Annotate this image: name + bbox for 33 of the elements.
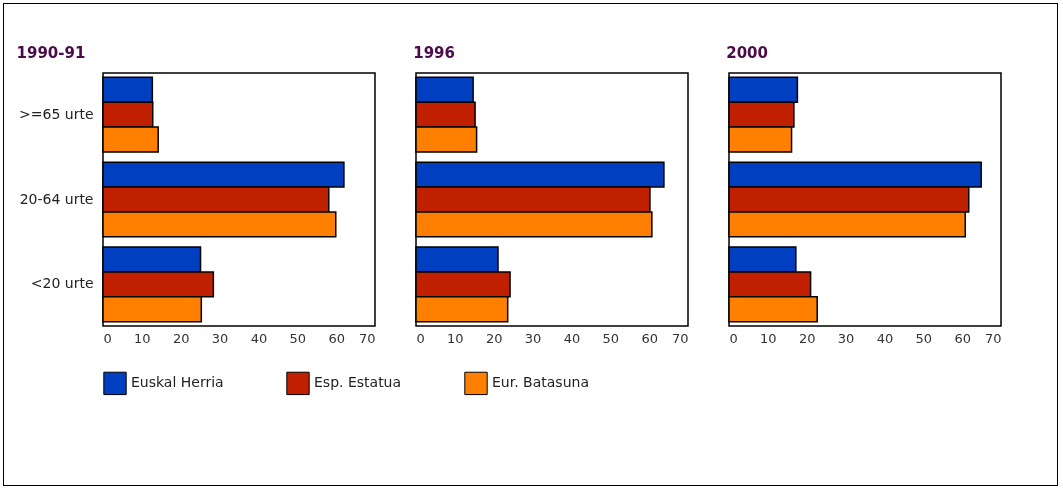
x-tick-label: 30: [524, 330, 542, 346]
x-tick-label: 10: [760, 330, 777, 346]
x-tick-label: 30: [211, 330, 229, 346]
x-tick-label: 10: [134, 330, 151, 346]
x-tick-label: 50: [602, 330, 620, 346]
x-tick-label: 50: [289, 330, 307, 346]
x-tick-label: 20: [798, 330, 816, 346]
legend-label: Esp. Estatua: [314, 374, 402, 391]
x-tick-label: 60: [641, 330, 658, 346]
chart-title: 1996: [413, 44, 455, 62]
x-tick-label: 70: [984, 330, 1002, 346]
x-tick-label: 40: [876, 330, 894, 346]
y-tick-label: >=65 urte: [19, 105, 94, 122]
x-tick-label: 60: [328, 330, 345, 346]
x-tick-label: 0: [103, 330, 112, 346]
x-tick-label: 60: [954, 330, 971, 346]
x-tick-label: 20: [485, 330, 503, 346]
x-tick-label: 20: [172, 330, 190, 346]
x-tick-label: 30: [837, 330, 855, 346]
x-tick-label: 10: [447, 330, 464, 346]
chart-title: 1990-91: [16, 44, 86, 62]
y-tick-label: <20 urte: [30, 275, 94, 292]
x-tick-label: 70: [671, 330, 689, 346]
chart-title: 2000: [726, 44, 768, 62]
x-tick-label: 0: [416, 330, 425, 346]
x-tick-label: 40: [563, 330, 581, 346]
x-tick-label: 0: [729, 330, 738, 346]
y-tick-label: 20-64 urte: [19, 190, 94, 207]
x-tick-label: 50: [915, 330, 933, 346]
x-tick-label: 70: [358, 330, 376, 346]
x-tick-label: 40: [250, 330, 268, 346]
legend-label: Euskal Herria: [131, 374, 224, 391]
legend-label: Eur. Batasuna: [492, 374, 589, 391]
